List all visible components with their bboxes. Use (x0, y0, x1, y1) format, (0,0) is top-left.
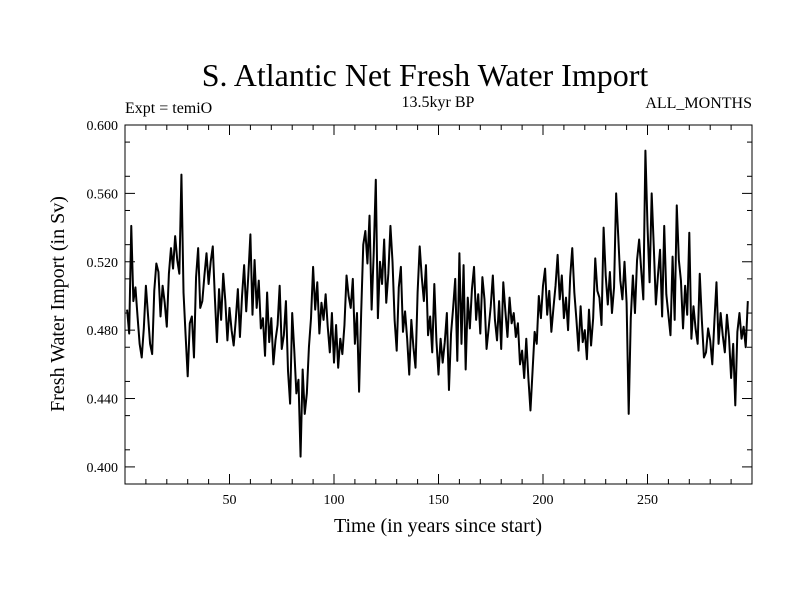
x-tick-label: 100 (324, 493, 345, 508)
x-tick-label: 50 (223, 493, 237, 508)
y-tick-label: 0.560 (87, 187, 119, 202)
months-label: ALL_MONTHS (645, 95, 752, 112)
chart-title: S. Atlantic Net Fresh Water Import (202, 57, 649, 93)
experiment-label: Expt = temiO (125, 100, 212, 117)
y-tick-label: 0.600 (87, 119, 119, 134)
x-tick-label: 250 (637, 493, 658, 508)
y-axis-label: Fresh Water Import (in Sv) (47, 196, 69, 412)
y-tick-label: 0.400 (87, 461, 119, 476)
x-tick-label: 200 (533, 493, 554, 508)
plot-frame (124, 124, 753, 485)
y-tick-label: 0.520 (87, 256, 119, 271)
x-axis-label: Time (in years since start) (334, 515, 542, 537)
y-tick-label: 0.480 (87, 324, 119, 339)
series-line (126, 149, 749, 458)
period-label: 13.5kyr BP (402, 94, 475, 111)
x-axis-ticks: 50 100 150 200 250 (145, 125, 732, 508)
x-tick-label: 150 (428, 493, 449, 508)
y-axis-ticks: 0.400 0.440 0.480 0.520 0.560 0.600 (87, 119, 752, 476)
y-tick-label: 0.440 (87, 393, 119, 408)
